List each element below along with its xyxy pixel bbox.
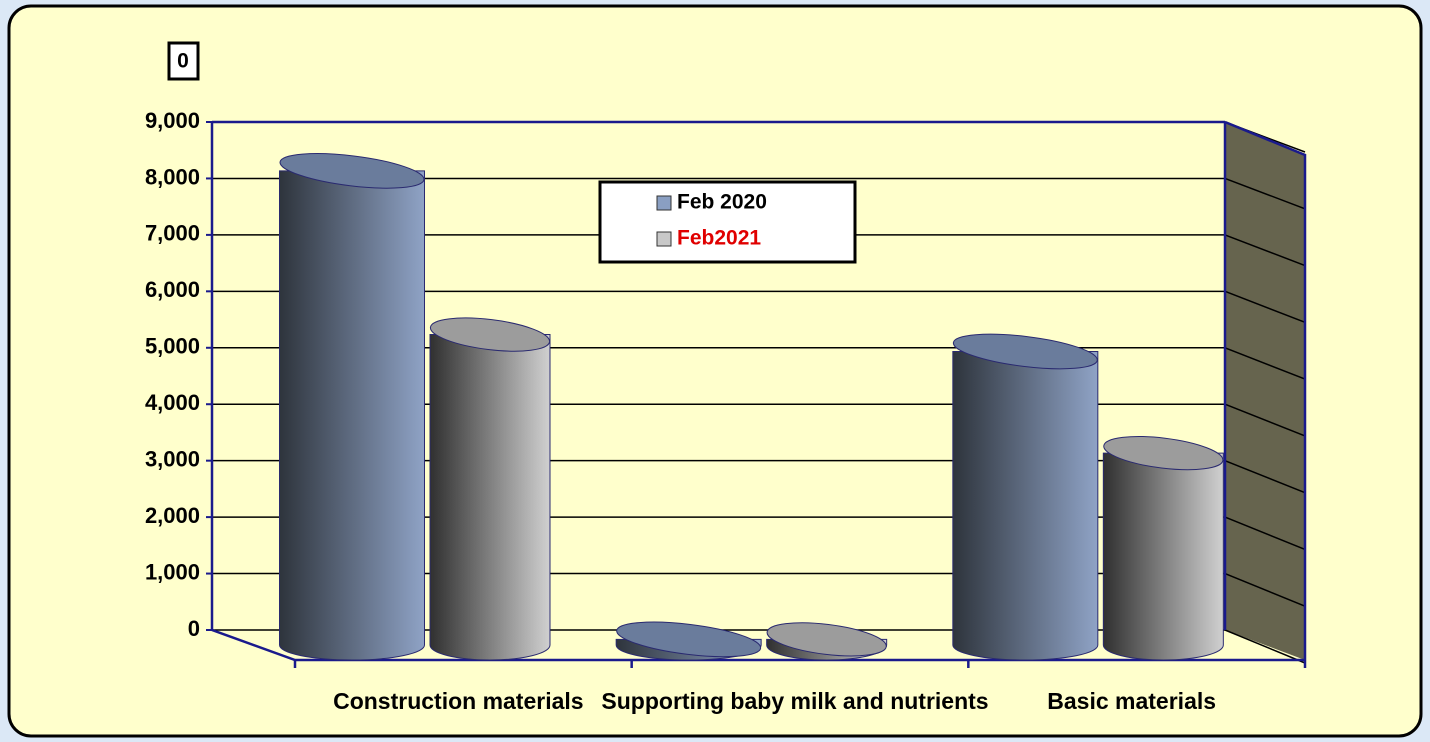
title-box (167, 41, 200, 81)
y-tick-label: 8,000 (145, 164, 200, 189)
bar-top (429, 317, 551, 352)
grid-line-side (1224, 177, 1306, 210)
y-tick-label: 9,000 (145, 108, 200, 133)
y-tick-label: 1,000 (145, 559, 200, 584)
legend-swatch (656, 195, 672, 211)
grid-line-side (1224, 290, 1306, 324)
cylinder (1102, 436, 1224, 661)
cylinder (615, 621, 762, 661)
y-tick-label: 2,000 (145, 503, 200, 528)
side-wall (1225, 122, 1305, 660)
legend-swatch (656, 231, 672, 247)
x-tick-label: Basic materials (1047, 688, 1216, 714)
grid-line-side (1224, 572, 1306, 607)
grid-line-side (1224, 516, 1306, 551)
bar (952, 350, 1099, 661)
cylinder (279, 153, 425, 661)
grid-line-side (1224, 347, 1306, 380)
y-tick-label: 7,000 (145, 221, 200, 246)
legend-label: Feb 2020 (677, 191, 767, 214)
grid-line-side (1224, 459, 1306, 494)
bar-top (279, 153, 425, 189)
y-tick-label: 5,000 (145, 334, 200, 359)
y-tick-label: 6,000 (145, 277, 200, 302)
legend (598, 180, 857, 264)
x-tick-label: Supporting baby milk and nutrients (601, 688, 988, 714)
grid-line-side (1224, 403, 1306, 437)
side-top (1224, 120, 1307, 660)
cylinder (952, 333, 1099, 661)
bar-top (766, 622, 887, 657)
bar-top (616, 621, 762, 658)
y-tick-label: 4,000 (145, 390, 200, 415)
x-tick-label: Construction materials (333, 688, 584, 714)
y-tick-label: 0 (188, 616, 200, 641)
bar (279, 170, 425, 661)
y-tick-label: 3,000 (145, 446, 200, 471)
grid-line-side (1224, 629, 1306, 664)
grid-line-side (1224, 234, 1306, 267)
bar (429, 334, 551, 661)
legend-label: Feb2021 (677, 227, 761, 250)
bar (1102, 452, 1224, 661)
cylinder (766, 622, 888, 661)
bar-top (952, 333, 1098, 370)
cylinder (429, 317, 551, 661)
chart-title: 0 (177, 50, 189, 73)
bar-top (1103, 436, 1224, 471)
